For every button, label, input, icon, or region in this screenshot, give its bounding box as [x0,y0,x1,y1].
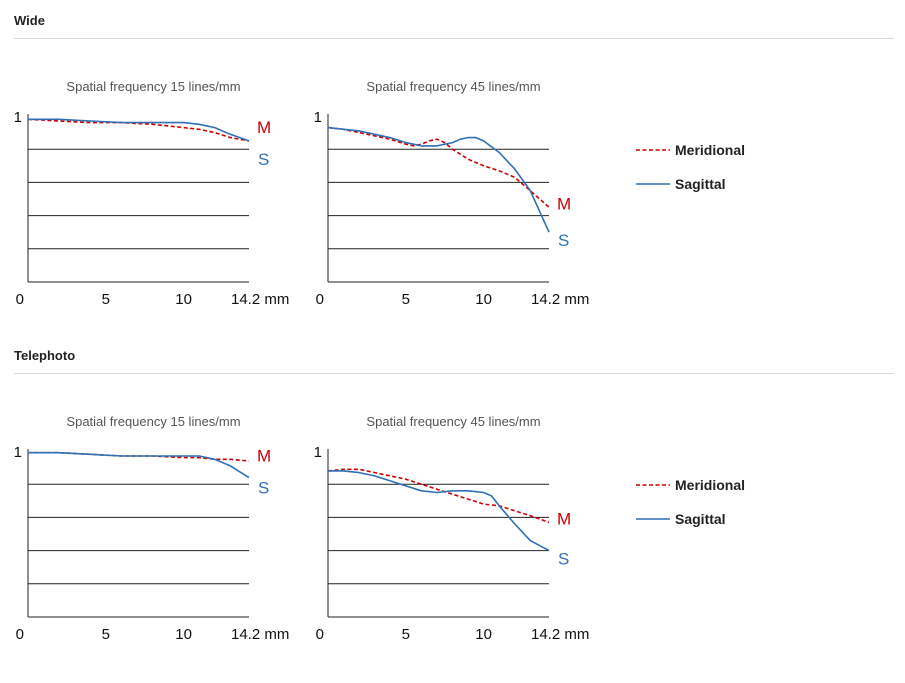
x-tick-label: 5 [102,626,110,643]
meridional-end-label: M [257,446,271,465]
section-divider [14,38,894,39]
y-tick-label: 1 [314,109,322,126]
meridional-end-label: M [557,509,571,528]
legend-label-meridional: Meridional [675,142,746,158]
x-tick-label: 0 [316,626,324,643]
solid-line-swatch-icon [636,518,670,520]
solid-line-swatch-icon [636,183,670,185]
mtf-chart-wide-45: Spatial frequency 45 lines/mm 1 0 5 10 14.2 m… [300,72,600,312]
sagittal-end-label: S [558,231,569,250]
meridional-end-label: M [257,118,271,137]
sagittal-series-line [328,470,550,552]
mtf-chart-telephoto-15: Spatial frequency 15 lines/mm 1 0 5 10 14.2 m… [0,407,300,647]
legend-item-sagittal: Sagittal [636,176,836,210]
section-title-wide: Wide [14,13,45,28]
legend-item-sagittal: Sagittal [636,511,836,545]
x-tick-label: 10 [475,291,492,308]
chart-subtitle: Spatial frequency 45 lines/mm [366,79,540,94]
section-divider [14,373,894,374]
chart-subtitle: Spatial frequency 15 lines/mm [66,414,240,429]
x-tick-label: 0 [316,291,324,308]
x-axis-end-label: 14.2 mm [531,626,589,643]
chart-subtitle: Spatial frequency 45 lines/mm [366,414,540,429]
legend-telephoto: Meridional Sagittal [636,477,836,545]
sagittal-end-label: S [258,478,269,497]
y-tick-label: 1 [14,109,22,126]
sagittal-series-line [327,126,550,233]
sagittal-end-label: S [558,550,569,569]
meridional-end-label: M [557,194,571,213]
x-tick-label: 5 [402,291,410,308]
x-axis-end-label: 14.2 mm [531,291,589,308]
sagittal-series-line [28,118,250,142]
section-title-telephoto: Telephoto [14,348,76,363]
x-tick-label: 0 [16,626,24,643]
mtf-chart-wide-15: Spatial frequency 15 lines/mm 1 0 5 10 14.2 m… [0,72,300,312]
x-tick-label: 5 [102,291,110,308]
chart-subtitle: Spatial frequency 15 lines/mm [66,79,240,94]
y-tick-label: 1 [314,444,322,461]
x-tick-label: 10 [175,626,192,643]
sagittal-end-label: S [258,150,269,169]
meridional-series-line [27,118,250,142]
x-tick-label: 0 [16,291,24,308]
x-axis-end-label: 14.2 mm [231,291,289,308]
legend-wide: Meridional Sagittal [636,142,836,210]
meridional-series-line [327,468,550,524]
dashed-line-swatch-icon [636,484,670,486]
mtf-chart-telephoto-45: Spatial frequency 45 lines/mm 1 0 5 10 14.2 m… [300,407,600,647]
x-tick-label: 10 [175,291,192,308]
legend-item-meridional: Meridional [636,477,836,511]
legend-label-meridional: Meridional [675,477,746,493]
dashed-line-swatch-icon [636,149,670,151]
x-tick-label: 5 [402,626,410,643]
meridional-series-line [327,126,550,208]
legend-label-sagittal: Sagittal [675,511,726,527]
x-tick-label: 10 [475,626,492,643]
y-tick-label: 1 [14,444,22,461]
legend-item-meridional: Meridional [636,142,836,176]
x-axis-end-label: 14.2 mm [231,626,289,643]
sagittal-series-line [28,451,250,479]
legend-label-sagittal: Sagittal [675,176,726,192]
